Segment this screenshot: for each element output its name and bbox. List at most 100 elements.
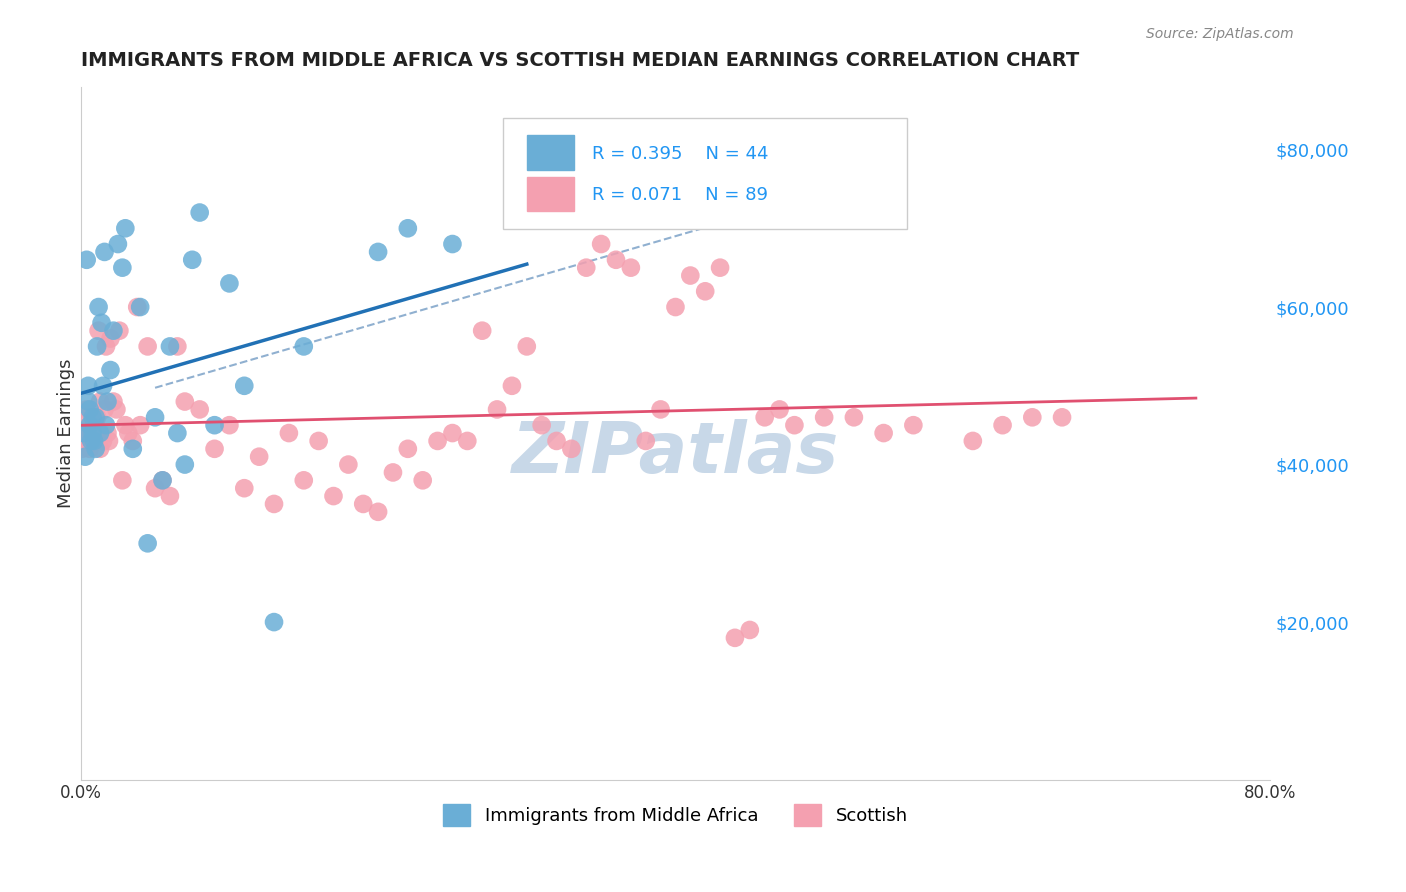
Immigrants from Middle Africa [96, 394, 118, 409]
Scottish [77, 425, 100, 440]
Scottish [96, 425, 118, 440]
Scottish [277, 425, 299, 440]
Scottish [114, 418, 136, 433]
Immigrants from Middle Africa [100, 363, 122, 377]
Scottish [82, 425, 104, 440]
Immigrants from Middle Africa [87, 300, 110, 314]
Scottish [75, 434, 97, 448]
Scottish [738, 623, 761, 637]
Scottish [650, 402, 672, 417]
Immigrants from Middle Africa [76, 252, 98, 267]
Scottish [173, 394, 195, 409]
Immigrants from Middle Africa [84, 442, 107, 456]
Scottish [152, 473, 174, 487]
Scottish [77, 410, 100, 425]
Scottish [292, 473, 315, 487]
Scottish [70, 442, 93, 456]
Scottish [1050, 410, 1073, 425]
Scottish [86, 410, 108, 425]
Scottish [516, 339, 538, 353]
Bar [527, 177, 575, 211]
Scottish [591, 237, 613, 252]
Scottish [486, 402, 509, 417]
Immigrants from Middle Africa [83, 434, 105, 448]
Immigrants from Middle Africa [107, 237, 129, 252]
Scottish [441, 425, 464, 440]
Immigrants from Middle Africa [73, 425, 96, 440]
Scottish [664, 300, 686, 314]
Immigrants from Middle Africa [441, 237, 464, 252]
Immigrants from Middle Africa [82, 425, 104, 440]
Scottish [80, 418, 103, 433]
Scottish [754, 410, 776, 425]
Scottish [620, 260, 643, 275]
Scottish [308, 434, 330, 448]
Scottish [89, 442, 111, 456]
Scottish [501, 379, 523, 393]
Immigrants from Middle Africa [90, 316, 112, 330]
Scottish [84, 434, 107, 448]
Immigrants from Middle Africa [93, 244, 115, 259]
Immigrants from Middle Africa [204, 418, 226, 433]
Immigrants from Middle Africa [129, 300, 152, 314]
Scottish [159, 489, 181, 503]
Immigrants from Middle Africa [292, 339, 315, 353]
Scottish [100, 332, 122, 346]
Scottish [82, 434, 104, 448]
Scottish [166, 339, 188, 353]
Immigrants from Middle Africa [263, 615, 285, 629]
Scottish [79, 434, 101, 448]
Scottish [84, 418, 107, 433]
Scottish [471, 324, 494, 338]
Scottish [634, 434, 657, 448]
Immigrants from Middle Africa [84, 410, 107, 425]
Scottish [962, 434, 984, 448]
Scottish [91, 434, 114, 448]
Immigrants from Middle Africa [152, 473, 174, 487]
Immigrants from Middle Africa [89, 425, 111, 440]
Scottish [1021, 410, 1043, 425]
Immigrants from Middle Africa [94, 418, 117, 433]
Immigrants from Middle Africa [103, 324, 125, 338]
Immigrants from Middle Africa [77, 394, 100, 409]
Immigrants from Middle Africa [79, 402, 101, 417]
Immigrants from Middle Africa [173, 458, 195, 472]
Scottish [426, 434, 449, 448]
Legend: Immigrants from Middle Africa, Scottish: Immigrants from Middle Africa, Scottish [436, 797, 915, 833]
Scottish [396, 442, 419, 456]
Scottish [87, 324, 110, 338]
Y-axis label: Median Earnings: Median Earnings [58, 359, 75, 508]
Scottish [90, 425, 112, 440]
Scottish [247, 450, 270, 464]
Text: Source: ZipAtlas.com: Source: ZipAtlas.com [1146, 27, 1294, 41]
Text: R = 0.395    N = 44: R = 0.395 N = 44 [592, 145, 769, 162]
Text: IMMIGRANTS FROM MIDDLE AFRICA VS SCOTTISH MEDIAN EARNINGS CORRELATION CHART: IMMIGRANTS FROM MIDDLE AFRICA VS SCOTTIS… [80, 51, 1078, 70]
Scottish [188, 402, 211, 417]
Immigrants from Middle Africa [396, 221, 419, 235]
Scottish [76, 402, 98, 417]
Scottish [679, 268, 702, 283]
Scottish [111, 473, 134, 487]
Scottish [546, 434, 568, 448]
Scottish [903, 418, 925, 433]
Scottish [352, 497, 374, 511]
Bar [527, 135, 575, 169]
Scottish [105, 402, 128, 417]
Scottish [143, 481, 166, 495]
Scottish [991, 418, 1014, 433]
Scottish [575, 260, 598, 275]
Scottish [872, 425, 894, 440]
Scottish [560, 442, 582, 456]
Immigrants from Middle Africa [80, 434, 103, 448]
Immigrants from Middle Africa [233, 379, 256, 393]
Scottish [412, 473, 434, 487]
Scottish [73, 425, 96, 440]
Scottish [813, 410, 835, 425]
Scottish [337, 458, 360, 472]
Scottish [322, 489, 344, 503]
Immigrants from Middle Africa [218, 277, 240, 291]
Scottish [695, 285, 717, 299]
Scottish [456, 434, 478, 448]
Scottish [709, 260, 731, 275]
Immigrants from Middle Africa [188, 205, 211, 219]
